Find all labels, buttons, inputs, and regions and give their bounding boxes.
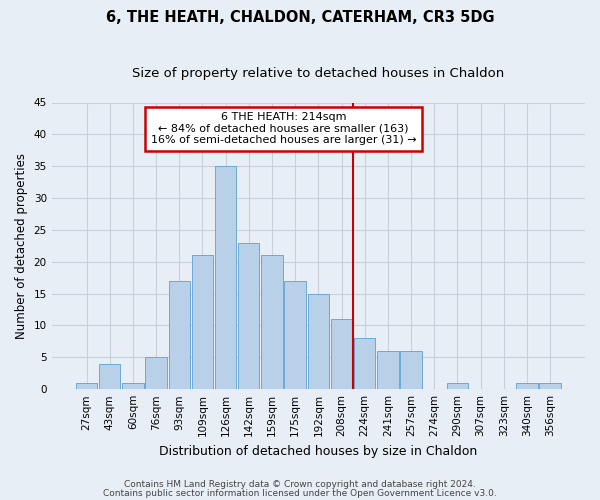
Bar [169,281,190,389]
Bar [145,358,167,389]
Bar [354,338,376,389]
Text: Contains HM Land Registry data © Crown copyright and database right 2024.: Contains HM Land Registry data © Crown c… [124,480,476,489]
Bar [377,351,398,389]
Text: Contains public sector information licensed under the Open Government Licence v3: Contains public sector information licen… [103,490,497,498]
Bar [238,242,259,389]
Text: 6 THE HEATH: 214sqm
← 84% of detached houses are smaller (163)
16% of semi-detac: 6 THE HEATH: 214sqm ← 84% of detached ho… [151,112,416,146]
Bar [262,256,283,389]
Bar [331,319,352,389]
Y-axis label: Number of detached properties: Number of detached properties [15,153,28,339]
Bar [76,383,97,389]
Bar [284,281,306,389]
Bar [539,383,561,389]
X-axis label: Distribution of detached houses by size in Chaldon: Distribution of detached houses by size … [159,444,478,458]
Bar [192,256,213,389]
Bar [400,351,422,389]
Bar [215,166,236,389]
Bar [447,383,468,389]
Text: 6, THE HEATH, CHALDON, CATERHAM, CR3 5DG: 6, THE HEATH, CHALDON, CATERHAM, CR3 5DG [106,10,494,25]
Bar [308,294,329,389]
Bar [99,364,121,389]
Title: Size of property relative to detached houses in Chaldon: Size of property relative to detached ho… [132,68,505,80]
Bar [516,383,538,389]
Bar [122,383,143,389]
